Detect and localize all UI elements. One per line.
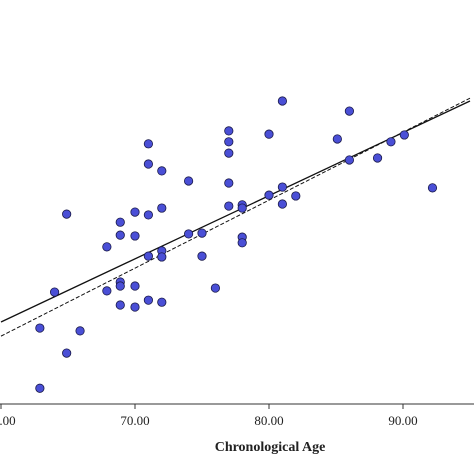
point bbox=[224, 178, 234, 188]
point bbox=[102, 242, 112, 252]
point bbox=[237, 203, 247, 213]
point bbox=[62, 348, 72, 358]
point bbox=[184, 176, 194, 186]
point bbox=[102, 286, 112, 296]
point bbox=[197, 251, 207, 261]
point bbox=[143, 159, 153, 169]
point bbox=[344, 155, 354, 165]
point bbox=[115, 300, 125, 310]
point bbox=[115, 230, 125, 240]
point bbox=[332, 134, 342, 144]
point bbox=[115, 281, 125, 291]
point bbox=[224, 137, 234, 147]
point bbox=[62, 209, 72, 219]
point bbox=[130, 207, 140, 217]
x-tick-label: 60.00 bbox=[0, 413, 16, 428]
point bbox=[143, 210, 153, 220]
point bbox=[197, 228, 207, 238]
point bbox=[277, 96, 287, 106]
point bbox=[143, 139, 153, 149]
point bbox=[157, 203, 167, 213]
point bbox=[386, 137, 396, 147]
x-tick-label: 70.00 bbox=[120, 413, 149, 428]
point bbox=[264, 129, 274, 139]
point bbox=[210, 283, 220, 293]
point bbox=[399, 130, 409, 140]
point bbox=[277, 199, 287, 209]
point bbox=[264, 190, 274, 200]
point bbox=[184, 229, 194, 239]
point bbox=[115, 217, 125, 227]
point bbox=[291, 191, 301, 201]
x-tick-label: 90.00 bbox=[388, 413, 417, 428]
point bbox=[143, 295, 153, 305]
point bbox=[75, 326, 85, 336]
point bbox=[157, 297, 167, 307]
x-axis-label: Chronological Age bbox=[215, 440, 326, 455]
point bbox=[143, 251, 153, 261]
point bbox=[35, 383, 45, 393]
point bbox=[427, 183, 438, 193]
point bbox=[372, 153, 383, 163]
point bbox=[157, 252, 167, 262]
point bbox=[224, 148, 234, 158]
point bbox=[224, 126, 234, 136]
point bbox=[130, 302, 140, 312]
x-tick-label: 80.00 bbox=[254, 413, 283, 428]
point bbox=[49, 287, 60, 297]
point bbox=[224, 201, 234, 211]
point bbox=[237, 238, 247, 248]
point bbox=[157, 166, 167, 176]
point bbox=[35, 323, 45, 333]
point bbox=[130, 231, 140, 241]
point bbox=[344, 106, 354, 116]
point bbox=[130, 281, 140, 291]
fit-line bbox=[0, 97, 471, 337]
point bbox=[277, 182, 287, 192]
